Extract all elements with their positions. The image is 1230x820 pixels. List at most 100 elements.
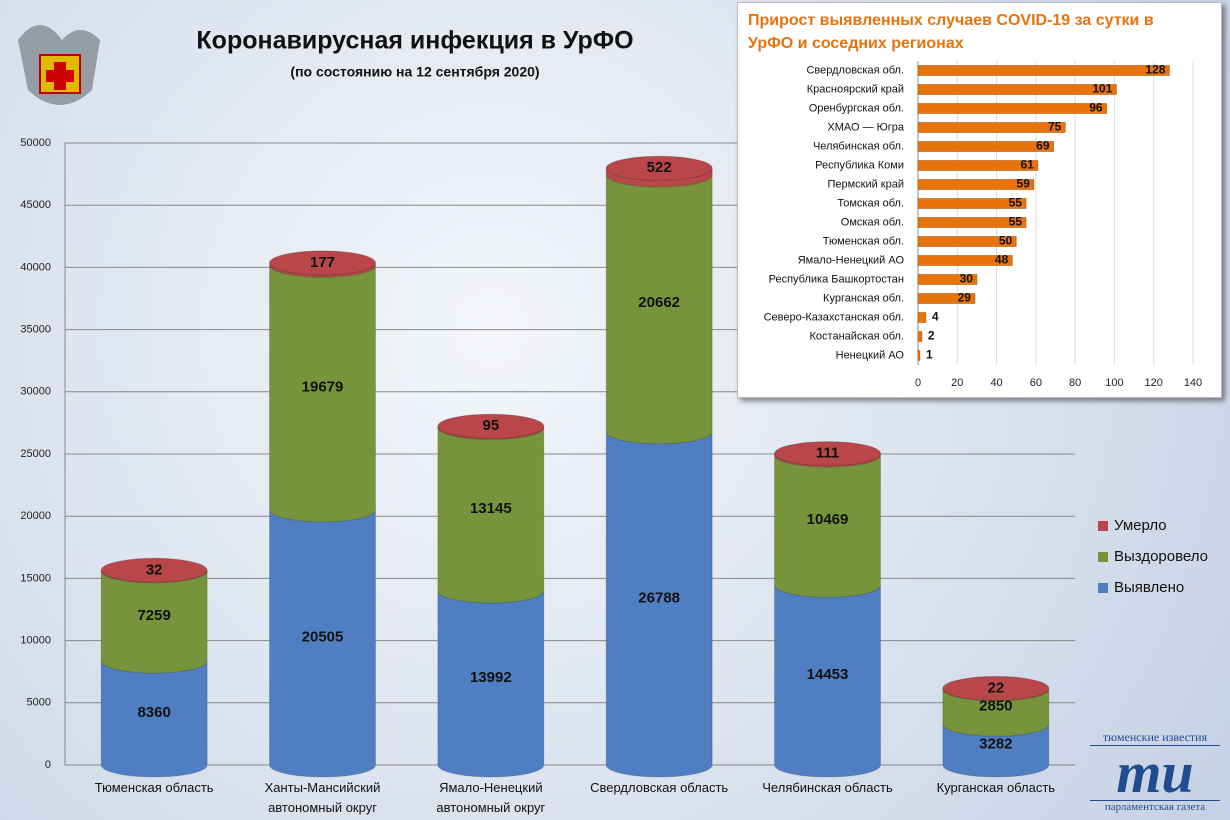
- value-label: 48: [995, 253, 1009, 267]
- value-label: 13992: [470, 669, 512, 686]
- value-label: 75: [1048, 120, 1062, 134]
- y-tick-label: Пермский край: [827, 178, 904, 190]
- legend-label: Выздоровело: [1114, 548, 1208, 565]
- y-tick-label: Свердловская обл.: [806, 64, 904, 76]
- y-tick-label: 0: [45, 759, 51, 771]
- bar: [917, 236, 1017, 247]
- y-tick-label: 45000: [20, 199, 51, 211]
- bar: [917, 65, 1170, 76]
- x-tick-label: 80: [1069, 377, 1081, 389]
- legend-label: Умерло: [1114, 517, 1167, 534]
- value-label: 69: [1036, 139, 1050, 153]
- value-label: 95: [482, 417, 499, 434]
- value-label: 13145: [470, 500, 512, 517]
- value-label: 20662: [638, 294, 680, 311]
- value-label: 2: [928, 329, 935, 343]
- y-tick-label: Ямало-Ненецкий АО: [798, 254, 905, 266]
- logo-top: тюменские известия: [1090, 730, 1220, 746]
- value-label: 20505: [302, 628, 344, 645]
- y-tick-label: Челябинская обл.: [813, 140, 904, 152]
- value-label: 55: [1009, 196, 1023, 210]
- x-tick-label: Курганская область: [936, 780, 1056, 795]
- inset-plot: 0 20 40 60 80 100 120 140 Свердловская обл. 128 Кр…: [764, 61, 1202, 389]
- chart-subtitle: (по состоянию на 12 сентября 2020): [290, 64, 539, 80]
- bar: [917, 331, 923, 342]
- value-label: 3282: [979, 736, 1012, 753]
- x-tick-label: Тюменская область: [94, 780, 214, 795]
- value-label: 7259: [137, 607, 170, 624]
- y-tick-label: 5000: [27, 697, 51, 709]
- value-label: 22: [987, 679, 1004, 696]
- y-tick-label: 10000: [20, 635, 51, 647]
- value-label: 26788: [638, 589, 680, 606]
- emblem: [18, 25, 100, 105]
- inset-chart: Прирост выявленных случаев COVID-19 за с…: [737, 2, 1222, 398]
- value-label: 32: [146, 561, 163, 578]
- value-label: 101: [1092, 82, 1112, 96]
- y-tick-label: Ненецкий АО: [836, 349, 905, 361]
- bar-top: [100, 557, 208, 583]
- value-label: 19679: [302, 378, 344, 395]
- bar: [917, 350, 921, 361]
- x-tick-label: 20: [951, 377, 963, 389]
- bar-top: [774, 441, 881, 467]
- y-tick-label: 20000: [20, 510, 51, 522]
- value-label: 2850: [979, 697, 1012, 714]
- y-tick-label: Республика Башкортостан: [769, 273, 904, 285]
- y-tick-label: Оренбургская обл.: [809, 102, 904, 114]
- y-tick-label: 35000: [20, 324, 51, 336]
- legend-label: Выявлено: [1114, 579, 1184, 596]
- y-tick-label: 40000: [20, 261, 51, 273]
- y-tick-label: Республика Коми: [815, 159, 904, 171]
- bar: [917, 198, 1027, 209]
- x-tick-label: 100: [1105, 377, 1123, 389]
- y-tick-label: 25000: [20, 448, 51, 460]
- bar-top: [269, 250, 376, 276]
- y-tick-label: 50000: [20, 137, 51, 149]
- value-label: 4: [932, 310, 939, 324]
- value-label: 522: [647, 159, 672, 176]
- bar: [917, 179, 1035, 190]
- y-tick-label: 15000: [20, 572, 51, 584]
- value-label: 128: [1145, 63, 1165, 77]
- bar: [917, 84, 1117, 95]
- x-tick-label: 120: [1145, 377, 1163, 389]
- value-label: 10469: [807, 511, 849, 528]
- x-tick-label: Ханты-Мансийский автономный округ: [264, 780, 381, 815]
- bar: [917, 160, 1039, 171]
- y-tick-label: Омская обл.: [841, 216, 904, 228]
- value-label: 1: [926, 348, 933, 362]
- value-label: 29: [958, 291, 972, 305]
- legend-swatch: [1098, 521, 1108, 531]
- inset-title: Прирост выявленных случаев COVID-19 за с…: [748, 12, 1154, 52]
- value-label: 30: [960, 272, 974, 286]
- y-tick-label: Тюменская обл.: [823, 235, 904, 247]
- y-tick-label: Томская обл.: [837, 197, 904, 209]
- bar-top: [437, 413, 545, 439]
- logo: тюменские известия ти парламентская газе…: [1090, 730, 1220, 813]
- value-label: 55: [1009, 215, 1023, 229]
- bar: [917, 274, 978, 285]
- value-label: 96: [1089, 101, 1103, 115]
- y-tick-label: 30000: [20, 386, 51, 398]
- bar-top: [605, 155, 713, 181]
- bar: [917, 217, 1027, 228]
- logo-mark: ти: [1116, 740, 1194, 805]
- x-tick-label: Челябинская область: [762, 780, 893, 795]
- logo-bottom: парламентская газета: [1090, 800, 1220, 813]
- legend-swatch: [1098, 552, 1108, 562]
- value-label: 8360: [137, 704, 170, 721]
- x-tick-label: Свердловская область: [590, 780, 729, 795]
- value-label: 14453: [807, 666, 849, 683]
- chart-title: Коронавирусная инфекция в УрФО: [196, 27, 633, 55]
- y-tick-label: Курганская обл.: [823, 292, 904, 304]
- value-label: 59: [1017, 177, 1031, 191]
- x-tick-label: 40: [990, 377, 1002, 389]
- x-tick-label: Ямало-Ненецкий автономный округ: [436, 780, 546, 815]
- bar: [917, 141, 1054, 152]
- bar: [917, 103, 1107, 114]
- x-tick-label: 140: [1184, 377, 1202, 389]
- value-label: 50: [999, 234, 1013, 248]
- value-label: 61: [1020, 158, 1034, 172]
